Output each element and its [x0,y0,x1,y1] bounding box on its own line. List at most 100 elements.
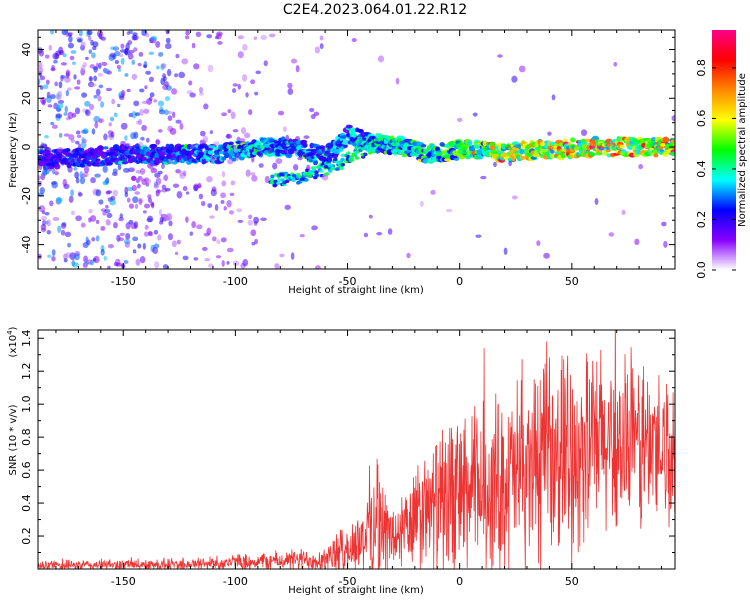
spectrogram-noise-cell [230,180,236,186]
spectrogram-cell [348,158,354,163]
spectrogram-noise-cell [100,248,105,256]
spectrogram-noise-cell [274,263,280,269]
spectrogram-noise-cell [144,224,149,230]
spectrogram-noise-cell [64,231,72,238]
spectrogram-noise-cell [58,81,63,89]
spectrogram-noise-cell [368,214,373,219]
spectrogram-noise-cell [255,70,262,75]
spectrogram-noise-cell [245,169,251,177]
spectrogram-noise-cell [248,109,253,116]
spectrogram-noise-cell [319,35,324,41]
spectrogram-noise-cell [114,59,120,65]
spectrogram-noise-cell [621,209,626,216]
spectrogram-noise-cell [118,237,125,242]
spectrogram-cell [76,157,82,163]
spectrogram-cell [350,127,356,134]
spectrogram-noise-cell [253,36,258,40]
spectrogram-noise-cell [88,35,92,41]
spectrogram-noise-cell [206,176,213,183]
spectrogram-noise-cell [594,197,599,205]
spectrogram-noise-cell [138,197,143,206]
spectrogram-noise-cell [244,132,251,139]
spectrogram-noise-cell [230,111,236,120]
spectrogram-noise-cell [131,73,138,80]
spectrogram-noise-cell [290,58,298,64]
spectrogram-noise-cell [209,215,215,219]
spectrogram-noise-cell [68,195,74,203]
spectrogram-cell [439,142,445,147]
snr-y-tick-label: 1.0 [20,395,33,413]
spectrogram-noise-cell [107,220,112,226]
spectrogram-noise-cell [109,199,117,206]
spectrogram-noise-cell [206,34,213,39]
spectrogram-noise-cell [309,107,315,113]
spectrogram-noise-cell [118,53,124,57]
spectrogram-cell [311,167,317,172]
spectrogram-cell [662,136,670,143]
spectrogram-noise-cell [164,43,172,50]
spectrogram-noise-cell [95,189,102,197]
spectrogram-cell [570,137,576,143]
spectrogram-cell [402,147,408,151]
spectrogram-noise-cell [671,115,675,122]
spectrogram-noise-cell [608,232,615,237]
spectrogram-noise-cell [74,171,80,179]
spectrogram-noise-cell [105,87,113,92]
svg-text:(x104): (x104) [6,326,19,357]
spectrogram-x-ticks: -150 -100 -50 0 50 [55,30,663,288]
spectrogram-noise-cell [221,260,225,267]
spectrogram-noise-cell [406,252,411,259]
spectrogram-noise-cell [151,202,155,209]
spectrogram-noise-cell [126,88,131,93]
spectrogram-noise-cell [70,50,77,54]
spectrogram-noise-cell [128,167,135,173]
spectrogram-noise-cell [51,124,58,129]
spectrogram-noise-cell [67,42,74,49]
spectrogram-noise-cell [38,175,42,181]
spectrogram-noise-cell [158,129,163,133]
spectrogram-cell [650,137,657,142]
colorbar: 0.0 0.2 0.4 0.6 0.8 Normalized spectral ampl… [695,30,748,279]
spectrogram-noise-cell [93,75,98,82]
spectrogram-noise-cell [164,95,171,102]
spectrogram-noise-cell [132,196,139,204]
spectrogram-noise-cell [117,103,121,108]
spectrogram-noise-cell [226,261,230,265]
x-tick-label: 0 [456,575,463,588]
spectrogram-noise-cell [95,62,99,69]
spectrogram-noise-cell [85,56,89,61]
spectrogram-noise-cell [663,240,668,248]
spectrogram-noise-cell [70,139,75,143]
snr-panel: -150 -100 -50 0 50 0.2 0.4 0.6 0.8 1.0 1.2 1.4 Hei… [6,326,676,596]
spectrogram-cell [520,155,526,161]
spectrogram-noise-cell [220,199,225,204]
spectrogram-noise-cell [193,257,199,261]
spectrogram-noise-cell [206,227,212,235]
spectrogram-noise-cell [67,242,71,248]
spectrogram-noise-cell [133,131,139,139]
spectrogram-noise-cell [179,122,184,130]
spectrogram-noise-cell [74,107,81,115]
spectrogram-border [37,29,676,270]
spectrogram-noise-cell [88,208,93,214]
spectrogram-noise-cell [175,53,180,59]
spectrogram-noise-cell [51,256,56,262]
spectrogram-noise-cell [221,170,226,178]
spectrogram-noise-cell [67,166,73,173]
spectrogram-noise-cell [172,183,180,188]
y-tick-label: -40 [20,236,33,254]
spectrogram-noise-cell [174,73,178,78]
spectrogram-noise-cell [104,208,111,214]
y-tick-label: 40 [20,43,33,57]
spectrogram-noise-cell [419,200,424,207]
spectrogram-noise-cell [123,260,129,264]
spectrogram-noise-cell [395,77,400,85]
spectrogram-noise-cell [132,249,137,254]
spectrogram-cell [304,178,309,182]
spectrogram-noise-cell [89,103,95,111]
spectrogram-cell [340,157,345,162]
spectrogram-cell [354,156,360,160]
spectrogram-cell [328,169,333,173]
spectrogram-noise-cell [387,228,393,235]
